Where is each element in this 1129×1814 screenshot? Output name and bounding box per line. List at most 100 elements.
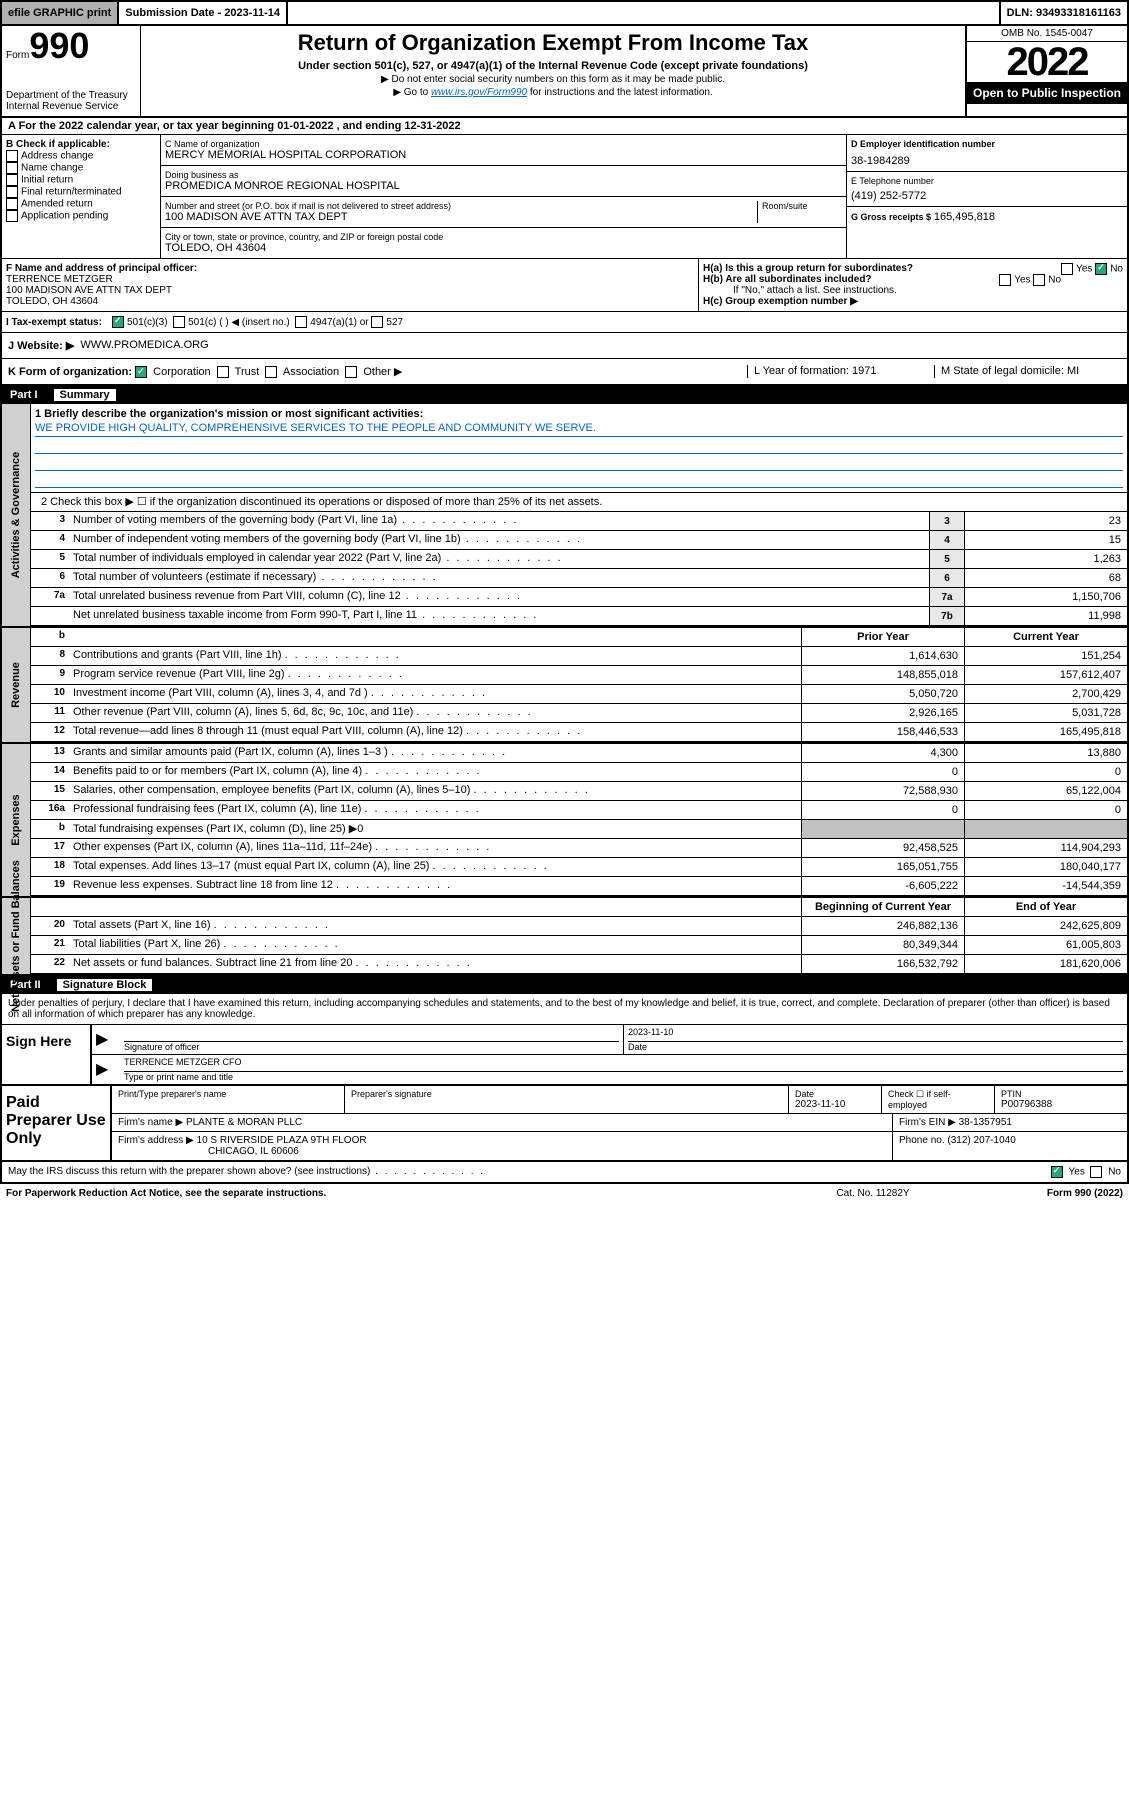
current-val: 181,620,006 (964, 955, 1127, 973)
data-row: 22 Net assets or fund balances. Subtract… (31, 955, 1127, 974)
side-na-text: Net Assets or Fund Balances (10, 861, 22, 1013)
website-value: WWW.PROMEDICA.ORG (80, 339, 208, 352)
opt-4947: 4947(a)(1) or (310, 317, 368, 328)
f-lbl: F Name and address of principal officer: (6, 263, 694, 274)
prior-val: 4,300 (801, 744, 964, 762)
dba-box: Doing business as PROMEDICA MONROE REGIO… (161, 166, 846, 197)
org-name: MERCY MEMORIAL HOSPITAL CORPORATION (165, 149, 842, 161)
discuss-row: May the IRS discuss this return with the… (0, 1162, 1129, 1184)
chk-other[interactable] (345, 366, 357, 378)
principal-officer: F Name and address of principal officer:… (2, 259, 699, 311)
sig-officer-line[interactable] (124, 1027, 619, 1042)
efile-label[interactable]: efile GRAPHIC print (2, 2, 119, 24)
chk-name[interactable]: Name change (6, 162, 156, 174)
city-lbl: City or town, state or province, country… (165, 232, 842, 242)
col-d: D Employer identification number 38-1984… (847, 135, 1127, 258)
firm-addr1: 10 S RIVERSIDE PLAZA 9TH FLOOR (197, 1135, 367, 1146)
discuss-yes-chk[interactable] (1051, 1166, 1063, 1178)
part2-header: Part II Signature Block (0, 976, 1129, 994)
prior-val: 148,855,018 (801, 666, 964, 684)
addr-lbl: Number and street (or P.O. box if mail i… (165, 201, 757, 211)
current-val: 0 (964, 763, 1127, 781)
na-section: Net Assets or Fund Balances Beginning of… (0, 896, 1129, 976)
row-text: Total unrelated business revenue from Pa… (69, 588, 929, 606)
chk-trust[interactable] (217, 366, 229, 378)
current-val: 5,031,728 (964, 704, 1127, 722)
gov-row: Net unrelated business taxable income fr… (31, 607, 1127, 626)
chk-4947[interactable] (295, 316, 307, 328)
gross-box: G Gross receipts $ 165,495,818 (847, 207, 1127, 227)
firm-ein-val: 38-1357951 (959, 1117, 1012, 1128)
row-num: 21 (31, 936, 69, 954)
row-text: Grants and similar amounts paid (Part IX… (69, 744, 801, 762)
data-row: 9 Program service revenue (Part VIII, li… (31, 666, 1127, 685)
chk-assoc[interactable] (265, 366, 277, 378)
note-ssn: ▶ Do not enter social security numbers o… (145, 74, 961, 85)
open-to-public: Open to Public Inspection (967, 82, 1127, 104)
opt-trust: Trust (235, 366, 260, 378)
dba-name: PROMEDICA MONROE REGIONAL HOSPITAL (165, 180, 842, 192)
data-row: 14 Benefits paid to or for members (Part… (31, 763, 1127, 782)
chk-initial[interactable]: Initial return (6, 174, 156, 186)
current-val: 151,254 (964, 647, 1127, 665)
row-text: Other revenue (Part VIII, column (A), li… (69, 704, 801, 722)
row-val: 11,998 (964, 607, 1127, 625)
row-num: 5 (31, 550, 69, 568)
chk-501c[interactable] (173, 316, 185, 328)
firm-phone-lbl: Phone no. (899, 1135, 945, 1146)
row-num: b (31, 820, 69, 838)
prep-self-emp[interactable]: Check ☐ if self-employed (882, 1086, 995, 1113)
hc-row: H(c) Group exemption number ▶ (703, 296, 1123, 307)
data-row: b Total fundraising expenses (Part IX, c… (31, 820, 1127, 839)
chk-527[interactable] (371, 316, 383, 328)
paid-row3: Firm's address ▶ 10 S RIVERSIDE PLAZA 9T… (112, 1132, 1127, 1160)
sig-officer-row: ▶ Signature of officer 2023-11-10 Date (92, 1025, 1127, 1055)
row-val: 23 (964, 512, 1127, 530)
note2-post: for instructions and the latest informat… (527, 87, 713, 98)
firm-addr-lbl: Firm's address ▶ (118, 1135, 194, 1146)
row-text: Revenue less expenses. Subtract line 18 … (69, 877, 801, 895)
irs-link[interactable]: www.irs.gov/Form990 (431, 87, 527, 98)
current-val: 13,880 (964, 744, 1127, 762)
prior-val: 0 (801, 801, 964, 819)
chk-address[interactable]: Address change (6, 150, 156, 162)
current-val: -14,544,359 (964, 877, 1127, 895)
row-num (31, 607, 69, 625)
chk-amended[interactable]: Amended return (6, 198, 156, 210)
side-rev-text: Revenue (10, 663, 22, 709)
chk-pending[interactable]: Application pending (6, 210, 156, 222)
note2-pre: ▶ Go to (393, 87, 431, 98)
line2-text: 2 Check this box ▶ ☐ if the organization… (31, 493, 1127, 511)
sig-intro: Under penalties of perjury, I declare th… (0, 994, 1129, 1024)
row-text: Other expenses (Part IX, column (A), lin… (69, 839, 801, 857)
end-year-hdr: End of Year (964, 898, 1127, 916)
side-rev: Revenue (2, 628, 31, 742)
firm-addr2: CHICAGO, IL 60606 (118, 1146, 886, 1157)
prior-val: 72,588,930 (801, 782, 964, 800)
row-num: 13 (31, 744, 69, 762)
row-text: Net unrelated business taxable income fr… (69, 607, 929, 625)
top-bar: efile GRAPHIC print Submission Date - 20… (0, 0, 1129, 26)
arrow-icon: ▶ (92, 1025, 120, 1054)
prep-date-lbl: Date (795, 1089, 875, 1099)
chk-501c3[interactable] (112, 316, 124, 328)
prior-val: 80,349,344 (801, 936, 964, 954)
tel-box: E Telephone number (419) 252-5772 (847, 172, 1127, 207)
ein-val: 38-1984289 (851, 155, 1123, 167)
sig-date-lbl: Date (628, 1042, 1123, 1052)
current-val: 61,005,803 (964, 936, 1127, 954)
chk-corp[interactable] (135, 366, 147, 378)
header-left: Form990 Department of the Treasury Inter… (2, 26, 141, 116)
row-box: 4 (929, 531, 964, 549)
row-text: Total expenses. Add lines 13–17 (must eq… (69, 858, 801, 876)
gross-val: 165,495,818 (934, 211, 995, 223)
header-mid: Return of Organization Exempt From Incom… (141, 26, 965, 116)
row-num: 11 (31, 704, 69, 722)
opt-assoc: Association (283, 366, 339, 378)
discuss-no-chk[interactable] (1090, 1166, 1102, 1178)
chk-final[interactable]: Final return/terminated (6, 186, 156, 198)
data-row: 11 Other revenue (Part VIII, column (A),… (31, 704, 1127, 723)
tel-val: (419) 252-5772 (851, 190, 1123, 202)
row-text: Program service revenue (Part VIII, line… (69, 666, 801, 684)
k-lbl: K Form of organization: (8, 366, 132, 378)
